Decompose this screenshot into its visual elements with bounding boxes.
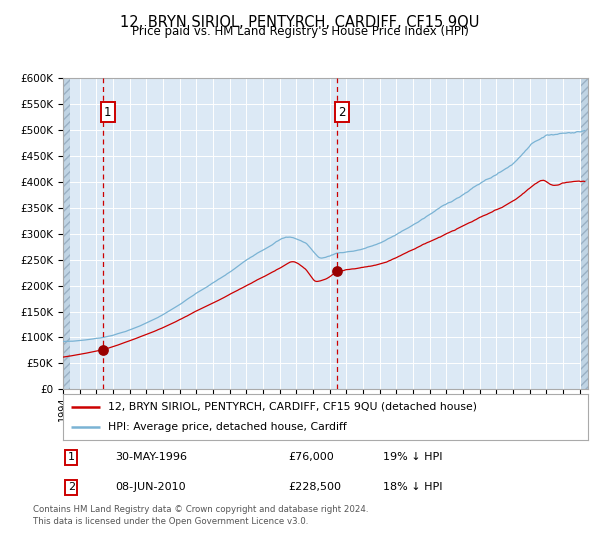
Text: Price paid vs. HM Land Registry's House Price Index (HPI): Price paid vs. HM Land Registry's House … <box>131 25 469 38</box>
Bar <box>581 78 588 389</box>
Text: HPI: Average price, detached house, Cardiff: HPI: Average price, detached house, Card… <box>107 422 346 432</box>
Text: 18% ↓ HPI: 18% ↓ HPI <box>383 482 443 492</box>
Point <box>98 346 108 354</box>
Point <box>332 267 342 276</box>
Text: Contains HM Land Registry data © Crown copyright and database right 2024.
This d: Contains HM Land Registry data © Crown c… <box>33 505 368 526</box>
Text: 1: 1 <box>104 106 112 119</box>
Text: £228,500: £228,500 <box>289 482 342 492</box>
Text: £76,000: £76,000 <box>289 452 335 463</box>
Text: 08-JUN-2010: 08-JUN-2010 <box>115 482 186 492</box>
Text: 12, BRYN SIRIOL, PENTYRCH, CARDIFF, CF15 9QU: 12, BRYN SIRIOL, PENTYRCH, CARDIFF, CF15… <box>121 15 479 30</box>
Text: 30-MAY-1996: 30-MAY-1996 <box>115 452 187 463</box>
Text: 2: 2 <box>338 106 346 119</box>
Bar <box>63 78 70 389</box>
Text: 2: 2 <box>68 482 75 492</box>
Text: 1: 1 <box>68 452 75 463</box>
Text: 19% ↓ HPI: 19% ↓ HPI <box>383 452 443 463</box>
Text: 12, BRYN SIRIOL, PENTYRCH, CARDIFF, CF15 9QU (detached house): 12, BRYN SIRIOL, PENTYRCH, CARDIFF, CF15… <box>107 402 476 412</box>
